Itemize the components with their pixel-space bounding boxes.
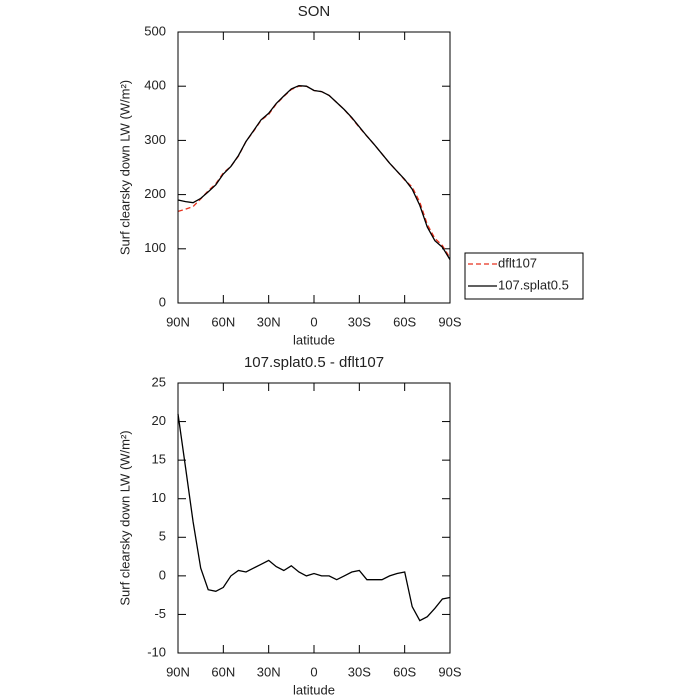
line-series [177, 413, 451, 622]
x-tick-label: 90N [166, 314, 190, 329]
x-axis-label: latitude [293, 682, 335, 697]
y-tick-label: 200 [144, 186, 166, 201]
y-tick-label: 15 [152, 452, 166, 467]
x-tick-label: 60S [393, 314, 416, 329]
y-axis-label: Surf clearsky down LW (W/m²) [117, 80, 132, 255]
legend-label: dflt107 [498, 255, 537, 270]
y-tick-label: 100 [144, 240, 166, 255]
y-tick-label: 300 [144, 132, 166, 147]
chart-title: 107.splat0.5 - dflt107 [244, 354, 384, 371]
y-tick-label: 400 [144, 78, 166, 93]
legend-box [464, 252, 584, 300]
x-tick-label: 0 [310, 664, 317, 679]
x-tick-label: 60S [393, 664, 416, 679]
x-tick-label: 90S [438, 664, 461, 679]
x-tick-label: 0 [310, 314, 317, 329]
chart-title: SON [298, 3, 331, 20]
x-tick-label: 30N [257, 664, 281, 679]
legend-label: 107.splat0.5 [498, 277, 569, 292]
x-tick-label: 60N [211, 664, 235, 679]
x-tick-label: 60N [211, 314, 235, 329]
y-tick-label: 10 [152, 490, 166, 505]
y-tick-label: 0 [159, 567, 166, 582]
y-tick-label: 20 [152, 413, 166, 428]
x-axis-label: latitude [293, 332, 335, 347]
y-axis-label: Surf clearsky down LW (W/m²) [117, 430, 132, 605]
x-tick-label: 30S [348, 664, 371, 679]
line-series [177, 85, 451, 259]
x-tick-label: 90N [166, 664, 190, 679]
y-tick-label: 500 [144, 23, 166, 38]
y-tick-label: -10 [147, 644, 166, 659]
x-tick-label: 30S [348, 314, 371, 329]
plot-frame [177, 382, 451, 654]
x-tick-label: 30N [257, 314, 281, 329]
y-tick-label: 25 [152, 374, 166, 389]
plot-frame [177, 31, 451, 304]
y-tick-label: 5 [159, 529, 166, 544]
line-series [177, 85, 451, 260]
x-tick-label: 90S [438, 314, 461, 329]
y-tick-label: 0 [159, 294, 166, 309]
y-tick-label: -5 [154, 606, 166, 621]
